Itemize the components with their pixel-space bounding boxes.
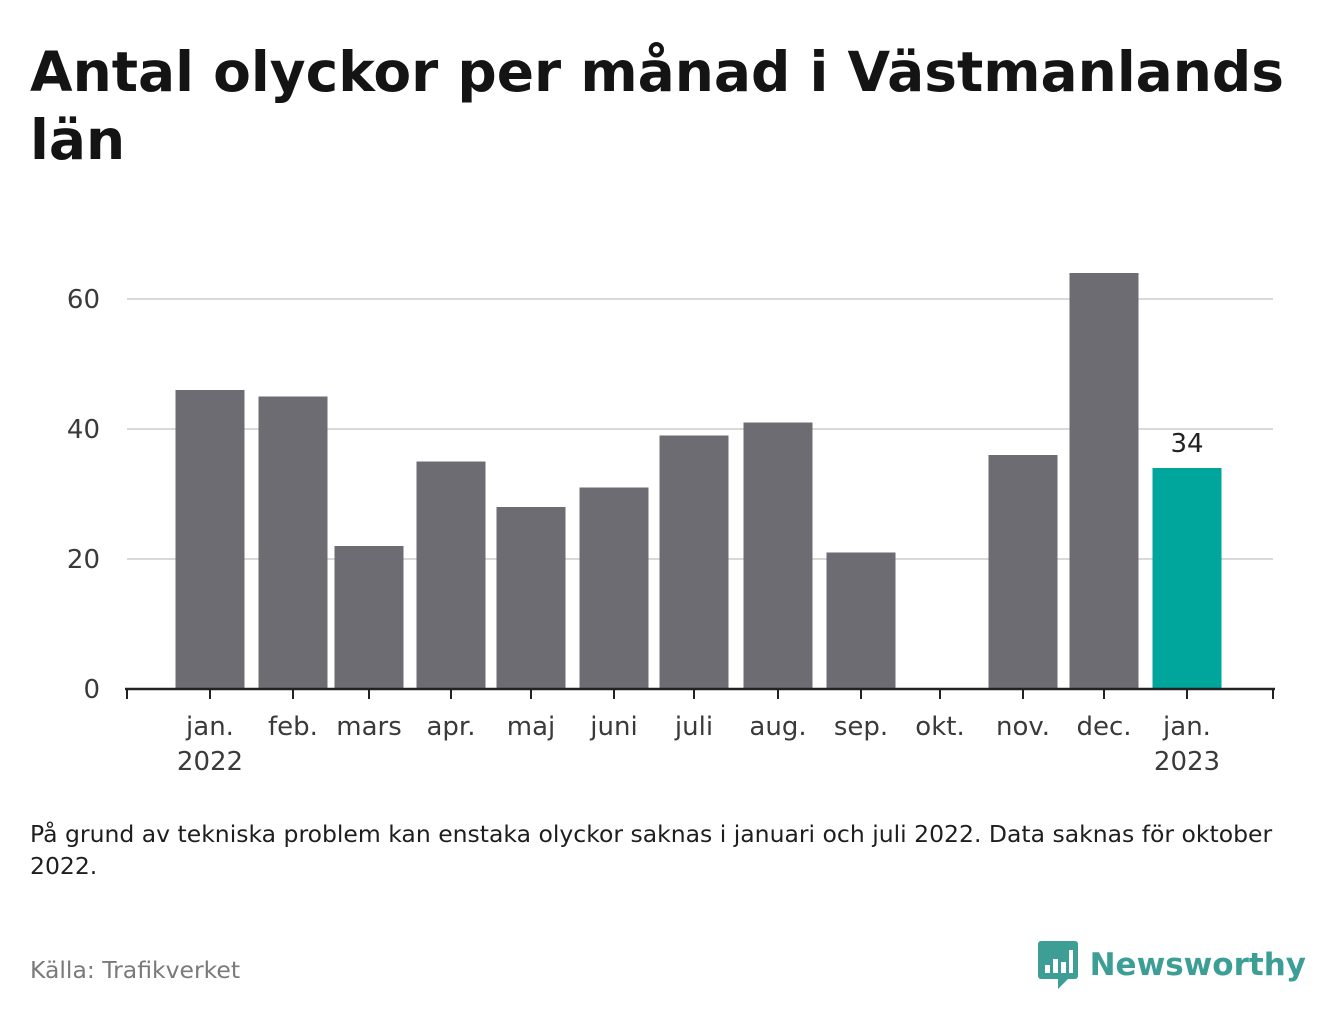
x-tick-label: 2022 (177, 747, 243, 777)
y-tick-label: 0 (83, 675, 100, 705)
brand-name: Newsworthy (1089, 947, 1306, 983)
x-tick-label: juni (589, 712, 637, 742)
x-tick-label: 2023 (1154, 747, 1220, 777)
bar-8 (826, 552, 896, 689)
bar-6 (659, 435, 729, 689)
bar-4 (496, 507, 566, 689)
chart-note: På grund av tekniska problem kan enstaka… (30, 820, 1273, 880)
labels: 0 20 40 60 jan. 2022 feb. mars apr. maj juni juli au… (67, 285, 1220, 777)
x-tick-label: feb. (268, 712, 318, 742)
bar-5 (579, 487, 649, 689)
bar-7 (743, 422, 813, 689)
newsworthy-logo-icon (1037, 941, 1078, 989)
x-tick-label: aug. (749, 712, 806, 742)
x-tick-label: dec. (1076, 712, 1131, 742)
x-tick-label: jan. (1162, 712, 1211, 742)
y-tick-label: 60 (67, 285, 100, 315)
bar-11 (1069, 273, 1139, 689)
x-tick-label: sep. (834, 712, 888, 742)
bar-1 (258, 396, 328, 689)
x-axis (125, 687, 1275, 699)
x-tick-label: nov. (996, 712, 1050, 742)
source-credit: Källa: Trafikverket (30, 956, 241, 984)
x-tick-label: jan. (185, 712, 234, 742)
brand-logo: Newsworthy (1037, 940, 1306, 990)
x-tick-label: juli (674, 712, 713, 742)
data-label: 34 (1170, 429, 1203, 459)
bar-10 (988, 455, 1058, 689)
bar-12 (1152, 468, 1222, 689)
bar-chart: 0 20 40 60 jan. 2022 feb. mars apr. maj juni juli au… (67, 273, 1275, 777)
y-tick-label: 40 (67, 415, 100, 445)
y-tick-label: 20 (67, 545, 100, 575)
chart-title: Antal olyckor per månad i Västmanlands l… (30, 40, 1285, 172)
bars (175, 273, 1222, 689)
x-tick-label: mars (336, 712, 402, 742)
bar-3 (416, 461, 486, 689)
x-tick-label: apr. (426, 712, 475, 742)
x-tick-label: okt. (915, 712, 964, 742)
bar-0 (175, 390, 245, 689)
bar-2 (334, 546, 404, 689)
x-tick-label: maj (507, 712, 555, 742)
